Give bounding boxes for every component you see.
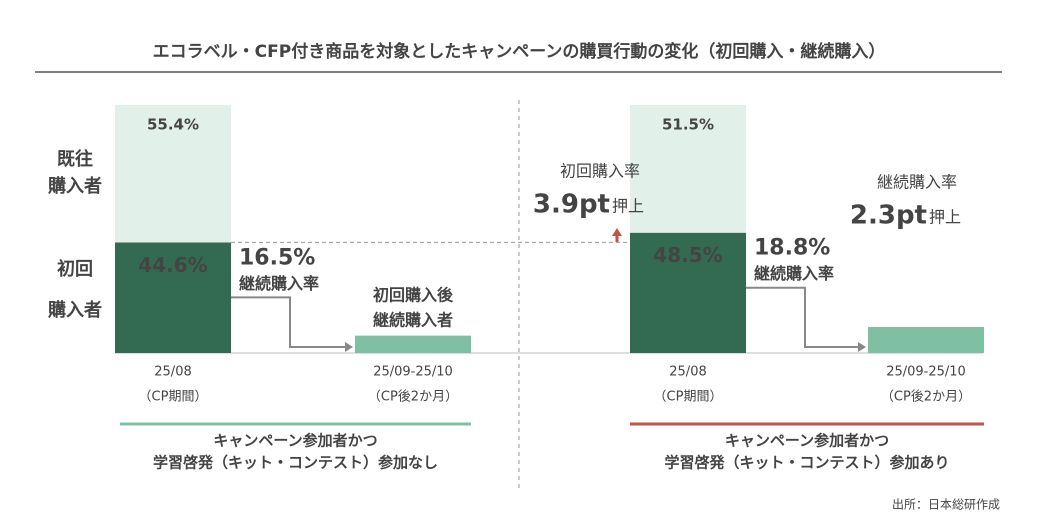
- x-tick-label: 25/08: [669, 365, 706, 380]
- group-label: 学習啓発（キット・コンテスト）参加なし: [153, 454, 438, 472]
- row-label: 購入者: [47, 299, 102, 321]
- row-label: 購入者: [47, 175, 102, 197]
- x-tick-label: （CP期間）: [654, 390, 723, 405]
- rate-arrow: [231, 296, 347, 348]
- first-time-bar: [115, 242, 231, 353]
- value-label: 51.5%: [662, 116, 714, 134]
- row-label: 初回: [57, 258, 93, 280]
- annotation-suffix: 押上: [612, 197, 644, 216]
- group-label: キャンペーン参加者かつ: [725, 432, 889, 450]
- x-tick-label: 25/08: [154, 365, 191, 380]
- arrow-head: [858, 342, 866, 352]
- value-label: 48.5%: [653, 243, 722, 267]
- continuing-name: 継続購入者: [373, 311, 453, 330]
- value-label: 44.6%: [138, 253, 207, 277]
- first-time-bar: [630, 232, 746, 353]
- rate-arrow: [746, 286, 860, 348]
- x-tick-label: （CP期間）: [139, 390, 208, 405]
- continuing-bar: [868, 326, 984, 353]
- continuing-bar: [355, 335, 471, 353]
- arrow-head: [345, 342, 353, 352]
- rate-name: 継続購入率: [754, 264, 834, 283]
- existing-bar: [630, 105, 746, 233]
- up-arrow: [612, 228, 622, 242]
- rate-label: 18.8%: [754, 236, 830, 261]
- continuing-name: 初回購入後: [373, 286, 454, 305]
- chart-title: エコラベル・CFP付き商品を対象としたキャンペーンの購買行動の変化（初回購入・継…: [153, 41, 886, 62]
- x-tick-label: （CP後2か月）: [881, 390, 971, 405]
- value-label: 55.4%: [147, 116, 199, 134]
- x-tick-label: 25/09-25/10: [886, 365, 966, 380]
- annotation-name: 継続購入率: [877, 173, 957, 192]
- row-label: 既往: [57, 148, 93, 170]
- group-label: キャンペーン参加者かつ: [213, 432, 377, 450]
- annotation-value: 2.3pt: [850, 201, 927, 231]
- rate-label: 16.5%: [239, 245, 315, 270]
- annotation-suffix: 押上: [929, 208, 961, 227]
- annotation-value: 3.9pt: [533, 190, 610, 220]
- rate-name: 継続購入率: [239, 274, 319, 293]
- annotation-name: 初回購入率: [560, 162, 640, 181]
- existing-bar: [115, 105, 231, 243]
- source: 出所：日本総研作成: [892, 498, 1000, 512]
- x-tick-label: （CP後2か月）: [368, 390, 458, 405]
- x-tick-label: 25/09-25/10: [373, 365, 453, 380]
- group-label: 学習啓発（キット・コンテスト）参加あり: [664, 454, 949, 472]
